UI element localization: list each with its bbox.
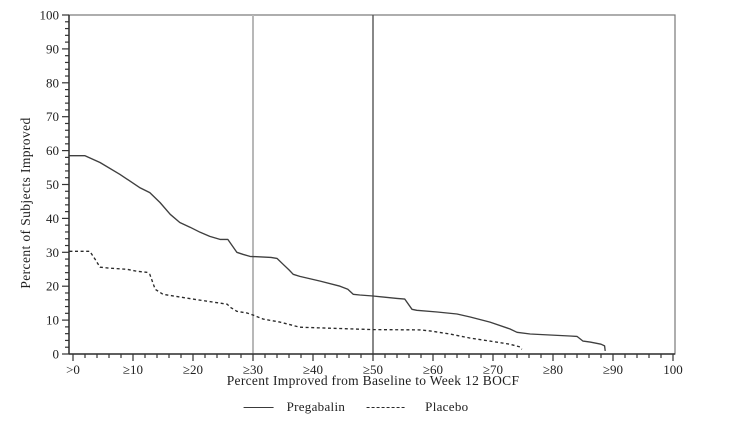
svg-text:100: 100 (40, 8, 60, 23)
placebo-line-sample-icon (366, 406, 405, 408)
svg-text:≥90: ≥90 (603, 362, 623, 377)
svg-text:0: 0 (53, 347, 60, 362)
svg-text:80: 80 (46, 75, 59, 90)
svg-text:≥20: ≥20 (183, 362, 203, 377)
x-axis-ticks: >0 ≥10 ≥20 ≥30 ≥40 ≥50 ≥60 ≥70 ≥80 ≥90 100 (66, 354, 683, 377)
series-line-pregabalin (69, 155, 606, 351)
svg-text:≥10: ≥10 (123, 362, 143, 377)
svg-text:30: 30 (46, 245, 59, 260)
svg-text:70: 70 (46, 109, 59, 124)
svg-text:100: 100 (663, 362, 683, 377)
pregabalin-line-sample-icon (243, 406, 274, 408)
svg-text:≥40: ≥40 (303, 362, 323, 377)
plot-border (68, 14, 676, 355)
svg-text:90: 90 (46, 41, 59, 56)
svg-text:≥70: ≥70 (483, 362, 503, 377)
x-axis-title: Percent Improved from Baseline to Week 1… (226, 373, 520, 388)
svg-text:50: 50 (46, 177, 59, 192)
svg-text:≥60: ≥60 (423, 362, 443, 377)
y-axis-title: Percent of Subjects Improved (18, 117, 33, 289)
svg-text:>0: >0 (66, 362, 80, 377)
y-axis-ticks: 0 10 20 30 40 50 60 70 80 90 100 (40, 8, 69, 362)
svg-text:20: 20 (46, 279, 59, 294)
legend: Pregabalin Placebo (243, 399, 469, 415)
svg-text:≥80: ≥80 (543, 362, 563, 377)
svg-text:10: 10 (46, 313, 59, 328)
axes (68, 15, 675, 355)
legend-label-placebo: Placebo (425, 399, 469, 414)
svg-text:40: 40 (46, 211, 59, 226)
legend-label-pregabalin: Pregabalin (286, 399, 346, 414)
svg-text:≥50: ≥50 (363, 362, 383, 377)
svg-text:60: 60 (46, 143, 59, 158)
series-line-placebo (69, 250, 523, 350)
svg-text:≥30: ≥30 (243, 362, 263, 377)
